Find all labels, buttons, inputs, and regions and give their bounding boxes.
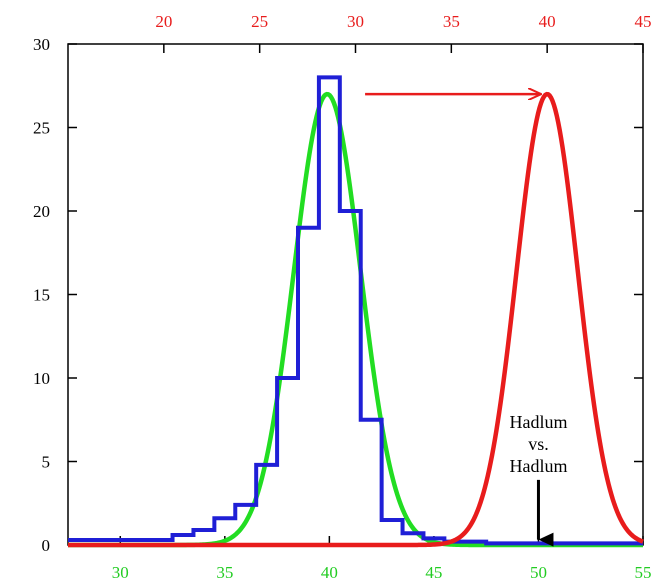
annotation-label-line-1: Hadlum: [509, 412, 567, 432]
x-top-tick-label: 45: [635, 12, 652, 31]
x-top-tick-label: 35: [443, 12, 460, 31]
x-top-tick-label: 20: [155, 12, 172, 31]
annotation-label-line-3: Hadlum: [509, 456, 567, 476]
histogram-series: [68, 75, 643, 546]
annotation-label-line-2: vs.: [528, 434, 549, 454]
x-top-tick-label: 30: [347, 12, 364, 31]
x-bottom-tick-label: 50: [530, 563, 547, 582]
x-bottom-tick-label: 35: [216, 563, 233, 582]
y-tick-label: 10: [33, 369, 50, 388]
shifted-gaussian-curve: [68, 91, 644, 548]
x-top-tick-label: 40: [539, 12, 556, 31]
x-bottom-tick-label: 55: [635, 563, 652, 582]
y-tick-label: 30: [33, 35, 50, 54]
y-tick-label: 15: [33, 286, 50, 305]
annotation-layer: Hadlum vs. Hadlum: [365, 94, 567, 547]
y-tick-label: 5: [42, 453, 51, 472]
x-bottom-tick-label: 45: [425, 563, 442, 582]
gaussian-fit-curve: [68, 91, 643, 548]
y-tick-label: 0: [42, 536, 51, 555]
x-bottom-tick-label: 30: [112, 563, 129, 582]
x-top-tick-label: 25: [251, 12, 268, 31]
x-bottom-tick-label: 40: [321, 563, 338, 582]
y-tick-label: 25: [33, 119, 50, 138]
axis-layer: 30 35 40 45 50 55 20 25 30 35 40 45 0 5 10 15 20 25 30: [33, 12, 652, 582]
y-tick-label: 20: [33, 202, 50, 221]
